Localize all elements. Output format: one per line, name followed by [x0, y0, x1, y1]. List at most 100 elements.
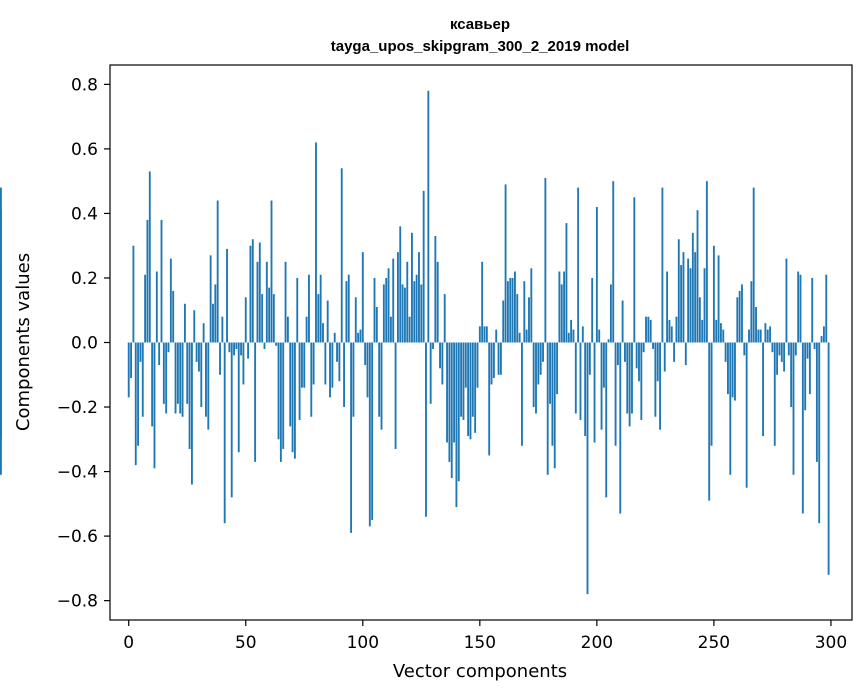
bar-7	[144, 274, 147, 343]
bar-194	[581, 326, 584, 343]
bar-272	[764, 323, 767, 343]
bar-41	[223, 342, 226, 524]
bar-153	[485, 326, 488, 343]
bar-251	[715, 319, 718, 343]
bar-210	[619, 342, 622, 514]
bar-208	[614, 342, 617, 446]
bar-29	[195, 342, 198, 362]
bar-273	[766, 329, 769, 343]
bar-226	[656, 342, 659, 382]
bar-19	[172, 290, 175, 343]
bar-127	[425, 342, 427, 517]
bar-276	[773, 342, 776, 446]
bar-292	[811, 277, 814, 343]
bar-198	[591, 277, 594, 343]
bar-140	[455, 342, 458, 508]
bar-94	[347, 274, 350, 343]
bar-78	[310, 342, 313, 417]
bar-157	[495, 329, 498, 343]
bar-294	[815, 342, 818, 462]
bar-92	[343, 342, 345, 408]
bar-284	[792, 342, 795, 475]
bar-21	[176, 342, 179, 404]
y-axis-label: Components values	[13, 253, 34, 431]
bar-112	[389, 316, 392, 343]
bar-214	[628, 342, 631, 427]
bar-43	[228, 342, 231, 353]
bar-195	[584, 342, 587, 437]
bar-177	[542, 342, 544, 362]
bar-53	[251, 239, 254, 343]
bar-200	[595, 206, 598, 343]
bar-42	[226, 248, 228, 343]
bar-193	[579, 342, 582, 420]
bar-135	[443, 294, 446, 343]
bar-96	[352, 342, 355, 417]
bar-189	[570, 319, 573, 343]
bar-undefined	[0, 265, 2, 343]
bar-45	[233, 342, 235, 356]
bar-191	[574, 342, 577, 414]
bar-2	[132, 245, 135, 343]
bar-40	[221, 316, 224, 343]
bar-293	[813, 342, 816, 349]
bar-1	[130, 342, 132, 378]
y-tick-label-6: 0.4	[71, 204, 98, 224]
bar-55	[256, 261, 259, 343]
bar-83	[322, 323, 324, 343]
bar-161	[504, 184, 507, 343]
bar-51	[247, 342, 250, 359]
bar-11	[153, 342, 156, 469]
bar-108	[380, 342, 383, 430]
bar-257	[729, 342, 732, 475]
bar-197	[588, 342, 591, 375]
bar-221	[645, 316, 647, 343]
bar-136	[446, 342, 448, 443]
chart-subtitle: tayga_upos_skipgram_300_2_2019 model	[331, 38, 630, 55]
bar-50	[244, 297, 247, 343]
bar-244	[698, 297, 701, 343]
bar-9	[148, 171, 151, 343]
bar-110	[385, 277, 388, 343]
bar-13	[158, 342, 161, 366]
bar-64	[277, 342, 280, 440]
bar-61	[270, 200, 273, 343]
bar-86	[329, 342, 331, 398]
bar-145	[467, 342, 470, 437]
bar-107	[378, 342, 381, 417]
bar-154	[488, 342, 491, 456]
bar-3	[134, 342, 137, 466]
bar-180	[549, 342, 551, 404]
bar-47	[237, 342, 240, 453]
bar-158	[497, 342, 500, 375]
bar-169	[523, 281, 526, 343]
bar-104	[371, 342, 374, 520]
bar-264	[745, 342, 748, 488]
bar-253	[719, 323, 722, 343]
bar-101	[364, 342, 367, 366]
bar-126	[422, 190, 425, 343]
bar-6	[141, 342, 144, 417]
bar-296	[820, 336, 823, 343]
bar-138	[450, 342, 453, 479]
bar-173	[532, 342, 535, 408]
bar-62	[272, 294, 275, 343]
bar-150	[478, 326, 481, 343]
bar-80	[315, 142, 317, 343]
bar-277	[776, 342, 779, 375]
bar-213	[626, 342, 629, 414]
bar-192	[577, 187, 580, 343]
bar-125	[420, 284, 423, 343]
bar-256	[727, 342, 729, 395]
bar-77	[308, 274, 310, 343]
bar-147	[471, 342, 474, 417]
bar-34	[207, 342, 210, 430]
bar-23	[181, 342, 184, 417]
plot-frame	[109, 64, 853, 621]
bar-60	[268, 287, 271, 343]
bar-188	[567, 332, 570, 343]
bar-72	[296, 277, 299, 343]
x-tick-label-150: 150	[464, 633, 496, 653]
bar-57	[261, 294, 264, 343]
